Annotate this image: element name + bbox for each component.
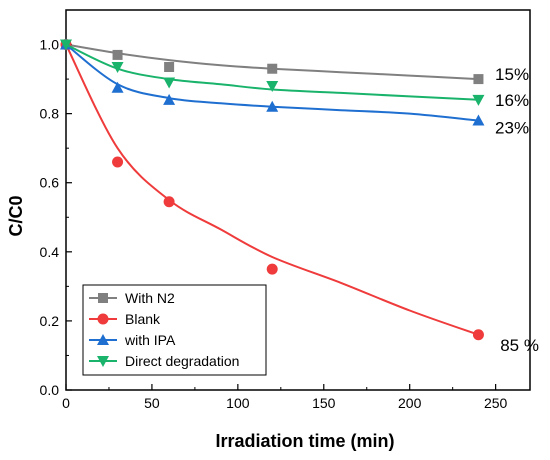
x-axis-title: Irradiation time (min) (215, 431, 394, 451)
series-line (65, 43, 479, 122)
annotation-label: 23% (495, 118, 529, 137)
annotation-label: 16% (495, 91, 529, 110)
data-point (472, 114, 485, 126)
legend-marker (97, 313, 109, 325)
x-tick-label: 200 (398, 395, 422, 411)
data-point (472, 94, 485, 106)
y-tick-label: 0.8 (40, 106, 60, 122)
y-axis-title: C/C0 (6, 195, 26, 236)
legend-marker (97, 356, 109, 367)
x-tick-label: 250 (484, 395, 508, 411)
legend: With N2 Blank with IPA Direct degradation (82, 284, 267, 376)
y-tick-label: 0.6 (40, 175, 60, 191)
data-point (472, 329, 484, 341)
x-tick-label: 100 (226, 395, 250, 411)
annotation-label: 85 % (500, 336, 539, 355)
data-point (163, 93, 176, 105)
series-line (65, 44, 479, 336)
x-tick-label: 150 (312, 395, 336, 411)
y-tick-label: 1.0 (40, 37, 60, 53)
x-tick-label: 50 (144, 395, 160, 411)
series-direct-degradation (60, 39, 485, 106)
plot-area: 0 50 100 150 200 250 0.0 0.2 0.4 0.6 0.8 1.0 (40, 9, 531, 411)
legend-marker (97, 334, 109, 345)
x-tick-label: 0 (62, 395, 70, 411)
y-tick-label: 0.0 (40, 382, 60, 398)
legend-entry: with IPA (89, 332, 176, 348)
legend-marker (98, 293, 108, 303)
y-tick-label: 0.4 (40, 244, 60, 260)
legend-label: with IPA (124, 332, 176, 348)
data-point (163, 77, 176, 89)
data-point (163, 196, 175, 208)
legend-label: Blank (125, 311, 161, 327)
annotations: 15% 16% 23% 85 % (495, 65, 539, 355)
legend-label: With N2 (125, 290, 175, 306)
series-with-ipa (60, 38, 485, 126)
series-line (65, 43, 479, 81)
legend-label: Direct degradation (125, 353, 239, 369)
data-point (267, 63, 278, 74)
data-point (266, 263, 278, 275)
data-point (266, 81, 279, 92)
data-point (112, 156, 124, 168)
data-point (164, 62, 175, 72)
data-point (111, 62, 124, 73)
plot-frame (65, 9, 531, 391)
y-tick-label: 0.2 (40, 313, 60, 329)
data-point (112, 49, 123, 60)
legend-entry: Direct degradation (89, 353, 239, 369)
data-point (111, 81, 124, 93)
legend-entry: Blank (89, 311, 161, 327)
annotation-label: 15% (495, 65, 529, 84)
series-layer (60, 38, 485, 341)
data-point (266, 100, 279, 112)
data-point (473, 74, 484, 85)
series-line (65, 43, 479, 101)
series-with-n2 (61, 39, 484, 85)
data-point (60, 39, 72, 51)
legend-entry: With N2 (89, 290, 175, 306)
